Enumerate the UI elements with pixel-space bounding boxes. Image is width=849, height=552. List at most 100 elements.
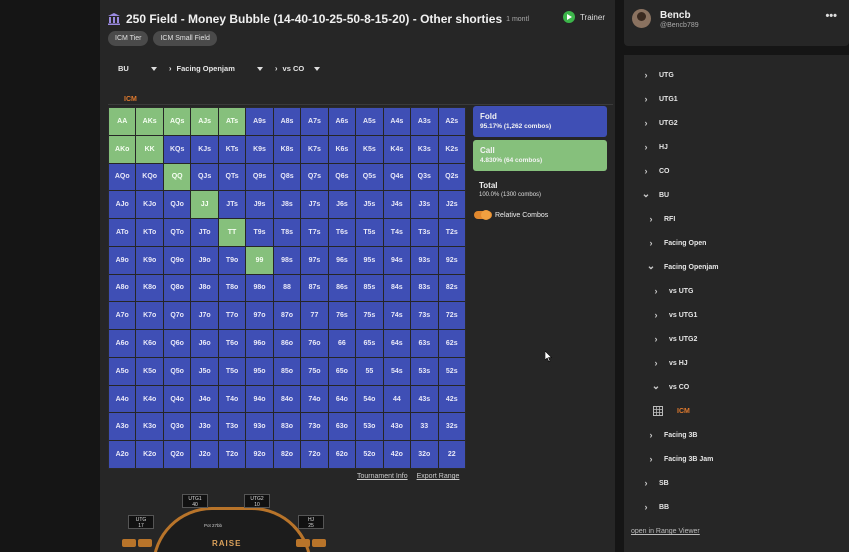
range-cell[interactable]: Q5s <box>356 163 383 191</box>
range-cell[interactable]: JTo <box>191 219 218 246</box>
tree-item-vs-co[interactable]: ⌄ vs CO <box>651 381 689 393</box>
range-cell[interactable]: JTs <box>218 191 246 219</box>
range-cell[interactable]: AA <box>109 108 136 135</box>
range-cell[interactable]: K9s <box>246 135 273 163</box>
range-cell[interactable]: Q4s <box>383 163 411 191</box>
more-options-icon[interactable]: ••• <box>825 10 837 22</box>
range-cell[interactable]: TT <box>218 219 246 246</box>
range-cell[interactable]: K9o <box>136 246 163 274</box>
tree-item-co[interactable]: › CO <box>641 165 670 177</box>
range-cell[interactable]: Q6o <box>163 330 191 357</box>
range-cell[interactable]: A9o <box>109 246 136 274</box>
range-cell[interactable]: 92o <box>246 441 273 468</box>
relative-combos-toggle-row[interactable]: Relative Combos <box>473 210 607 220</box>
range-cell[interactable]: QQ <box>163 163 191 191</box>
range-cell[interactable]: Q2s <box>438 163 465 191</box>
range-cell[interactable]: Q7s <box>301 163 328 191</box>
tree-item-hj[interactable]: › HJ <box>641 141 668 153</box>
range-cell[interactable]: T9o <box>218 246 246 274</box>
range-cell[interactable]: KTs <box>218 135 246 163</box>
range-cell[interactable]: T6o <box>218 330 246 357</box>
range-cell[interactable]: K5s <box>356 135 383 163</box>
range-cell[interactable]: 85o <box>273 357 301 385</box>
range-cell[interactable]: K7o <box>136 302 163 330</box>
range-cell[interactable]: J2s <box>438 191 465 219</box>
range-cell[interactable]: 42o <box>383 441 411 468</box>
range-cell[interactable]: T2s <box>438 219 465 246</box>
range-cell[interactable]: 64s <box>383 330 411 357</box>
range-cell[interactable]: 84o <box>273 385 301 413</box>
range-cell[interactable]: Q7o <box>163 302 191 330</box>
tree-item-utg[interactable]: › UTG <box>641 69 674 81</box>
range-cell[interactable]: KQo <box>136 163 163 191</box>
range-cell[interactable]: Q5o <box>163 357 191 385</box>
tree-item-utg2[interactable]: › UTG2 <box>641 117 678 129</box>
range-cell[interactable]: 98o <box>246 274 273 302</box>
range-cell[interactable]: AKs <box>136 108 163 135</box>
range-cell[interactable]: T3s <box>411 219 438 246</box>
avatar[interactable] <box>632 9 651 28</box>
range-cell[interactable]: QTs <box>218 163 246 191</box>
range-cell[interactable]: J3o <box>191 413 218 441</box>
range-cell[interactable]: 73s <box>411 302 438 330</box>
range-cell[interactable]: 53s <box>411 357 438 385</box>
range-cell[interactable]: 86o <box>273 330 301 357</box>
range-cell[interactable]: 43s <box>411 385 438 413</box>
range-cell[interactable]: K7s <box>301 135 328 163</box>
range-cell[interactable]: KJo <box>136 191 163 219</box>
range-cell[interactable]: ATo <box>109 219 136 246</box>
range-cell[interactable]: T8s <box>273 219 301 246</box>
range-cell[interactable]: J8o <box>191 274 218 302</box>
range-cell[interactable]: 93s <box>411 246 438 274</box>
range-cell[interactable]: A3o <box>109 413 136 441</box>
range-cell[interactable]: T3o <box>218 413 246 441</box>
range-cell[interactable]: JJ <box>191 191 218 219</box>
range-cell[interactable]: K6o <box>136 330 163 357</box>
range-cell[interactable]: T7s <box>301 219 328 246</box>
range-cell[interactable]: 83o <box>273 413 301 441</box>
range-cell[interactable]: KQs <box>163 135 191 163</box>
range-cell[interactable]: J7s <box>301 191 328 219</box>
range-cell[interactable]: 74s <box>383 302 411 330</box>
range-cell[interactable]: T8o <box>218 274 246 302</box>
range-cell[interactable]: J5o <box>191 357 218 385</box>
range-cell[interactable]: 64o <box>328 385 356 413</box>
range-cell[interactable]: 22 <box>438 441 465 468</box>
breadcrumb-position-select[interactable]: BU <box>118 64 169 73</box>
range-cell[interactable]: 52s <box>438 357 465 385</box>
range-cell[interactable]: A6o <box>109 330 136 357</box>
range-cell[interactable]: A5s <box>356 108 383 135</box>
range-cell[interactable]: A7o <box>109 302 136 330</box>
range-cell[interactable]: K2o <box>136 441 163 468</box>
range-cell[interactable]: Q8s <box>273 163 301 191</box>
range-cell[interactable]: Q6s <box>328 163 356 191</box>
range-cell[interactable]: 75s <box>356 302 383 330</box>
tree-item-vs-hj[interactable]: › vs HJ <box>651 357 688 369</box>
range-cell[interactable]: ATs <box>218 108 246 135</box>
range-cell[interactable]: K4o <box>136 385 163 413</box>
range-cell[interactable]: 87s <box>301 274 328 302</box>
export-range-link[interactable]: Export Range <box>416 473 460 480</box>
range-cell[interactable]: 99 <box>246 246 273 274</box>
range-cell[interactable]: 85s <box>356 274 383 302</box>
tree-item-vs-utg1[interactable]: › vs UTG1 <box>651 309 698 321</box>
open-range-viewer-link[interactable]: open in Range Viewer <box>631 528 700 535</box>
range-cell[interactable]: J8s <box>273 191 301 219</box>
range-cell[interactable]: 87o <box>273 302 301 330</box>
range-cell[interactable]: A9s <box>246 108 273 135</box>
range-cell[interactable]: 95s <box>356 246 383 274</box>
fold-legend[interactable]: Fold 95.17% (1,262 combos) <box>473 106 607 137</box>
range-cell[interactable]: J9s <box>246 191 273 219</box>
range-cell[interactable]: 54s <box>383 357 411 385</box>
range-cell[interactable]: A4s <box>383 108 411 135</box>
tree-item-rfi[interactable]: › RFI <box>646 213 676 225</box>
tree-item-facing-openjam[interactable]: ⌄ Facing Openjam <box>646 261 719 273</box>
tree-item-facing-3b[interactable]: › Facing 3B <box>646 429 698 441</box>
tree-item-icm[interactable]: ICM <box>653 405 690 417</box>
range-cell[interactable]: Q9o <box>163 246 191 274</box>
range-cell[interactable]: A7s <box>301 108 328 135</box>
range-cell[interactable]: 72o <box>301 441 328 468</box>
range-cell[interactable]: J4o <box>191 385 218 413</box>
range-cell[interactable]: A4o <box>109 385 136 413</box>
range-cell[interactable]: 62s <box>438 330 465 357</box>
